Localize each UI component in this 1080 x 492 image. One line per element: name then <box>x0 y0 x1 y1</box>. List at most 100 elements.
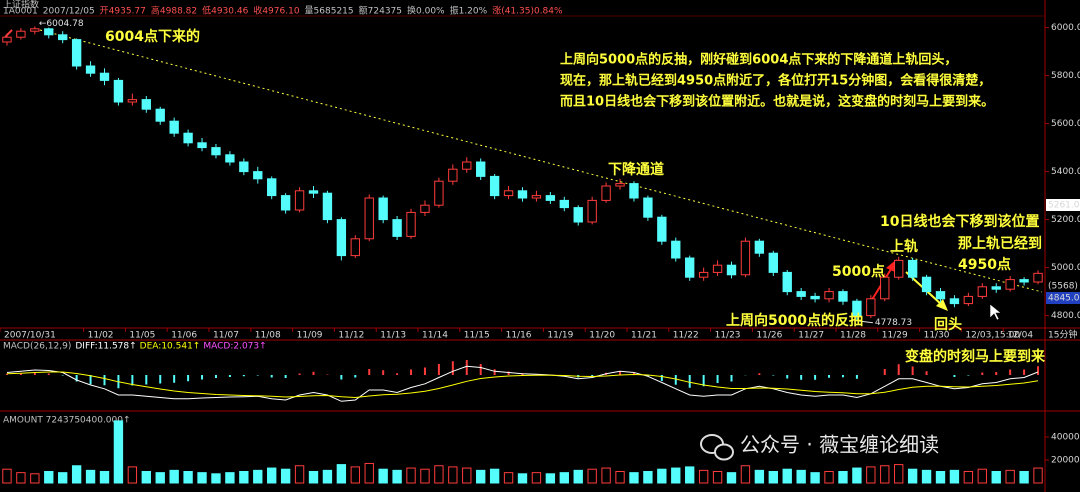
y-tick-label: 6000.0 <box>1051 23 1080 33</box>
candle-body <box>977 286 987 297</box>
volume-bar <box>517 473 528 484</box>
candle-body <box>308 190 319 194</box>
candle-body <box>225 154 235 163</box>
volume-bar <box>364 462 374 484</box>
readout: DIFF:11.578↑ <box>75 342 136 352</box>
volume-bar <box>615 471 625 484</box>
volume-bar <box>44 471 54 484</box>
x-tick-label: 11/08 <box>255 331 281 341</box>
readout: DEA:10.541↑ <box>140 342 201 352</box>
volume-bar <box>197 472 207 484</box>
candle-body <box>253 171 263 180</box>
volume-bar <box>85 469 96 484</box>
annotation: 5000点 <box>832 263 885 280</box>
candle-body <box>671 240 681 259</box>
candle-body <box>169 120 179 134</box>
volume-bar <box>169 469 179 484</box>
annotation: 上周向5000点的反抽 <box>726 312 863 329</box>
header-item: 1A0001 <box>3 7 38 17</box>
annotation: 回头 <box>934 316 962 333</box>
volume-bar <box>796 469 806 484</box>
candle-body <box>448 168 458 182</box>
annotation: 而且10日线也会下移到该位置附近。也就是说，这变盘的时刻马上要到来。 <box>560 94 994 110</box>
x-tick-label: 11/13 <box>380 331 406 341</box>
volume-bar <box>629 472 639 484</box>
x-tick-label: 11/28 <box>840 331 866 341</box>
header-item: 收4976.10 <box>253 5 299 17</box>
x-tick-label: 12/03,15:00 <box>965 331 1020 341</box>
candle-body <box>601 185 611 201</box>
volume-bar <box>392 469 402 484</box>
candle-body <box>350 238 360 257</box>
header-item: 量5685215 <box>305 6 354 17</box>
volume-bar <box>141 471 151 484</box>
volume-bar <box>573 469 583 484</box>
candle-body <box>643 197 653 218</box>
candle-body <box>211 147 221 156</box>
x-tick-label: 11/20 <box>589 331 615 341</box>
x-tick-label: 11/05 <box>129 331 155 341</box>
volume-bar <box>71 465 82 484</box>
volume-bar <box>448 466 458 484</box>
candle-body <box>378 197 388 221</box>
volume-bar <box>921 469 932 484</box>
high-label: ←6004.78 <box>39 19 84 29</box>
mouse-cursor <box>989 303 1002 321</box>
candle-body <box>141 99 151 110</box>
x-tick-label: 11/12 <box>338 331 364 341</box>
annotation: 上轨 <box>890 238 918 255</box>
axis-mark: (5568) <box>1048 282 1078 292</box>
candle-body <box>949 298 960 305</box>
candle-body <box>406 211 416 237</box>
header-item: 2007/12/05 <box>43 7 95 17</box>
volume-bar <box>852 467 862 484</box>
candle-body <box>573 207 583 223</box>
x-tick-label: 11/14 <box>422 331 448 341</box>
candle-body <box>462 161 472 170</box>
candle-body <box>517 190 528 199</box>
axis-box <box>1046 280 1080 292</box>
candle-body <box>267 178 277 197</box>
annotation: 6004点下来的 <box>105 28 200 45</box>
volume-bar <box>406 467 416 484</box>
axis-mark: 4845.00 <box>1048 294 1080 304</box>
period-label: 15分钟 <box>1048 329 1077 341</box>
y-tick-label: 5200.0 <box>1051 215 1080 225</box>
candle-body <box>782 271 792 293</box>
annotation: 变盘的时刻马上要到来 <box>905 348 1046 365</box>
candle-body <box>85 65 96 74</box>
x-tick-label: 11/02 <box>88 331 114 341</box>
candle-body <box>838 291 848 302</box>
annotation: 下降通道 <box>608 161 664 178</box>
candle-body <box>71 39 82 67</box>
candle-body <box>685 257 695 278</box>
volume-bar <box>503 472 514 484</box>
y-tick-label: 4800.0 <box>1051 311 1080 321</box>
volume-bar <box>16 472 26 484</box>
volume-bar <box>1033 467 1043 484</box>
candle-body <box>796 291 806 297</box>
candle-body <box>531 195 542 199</box>
volume-bar <box>712 471 723 484</box>
candle-body <box>712 264 723 273</box>
candle-body <box>16 30 26 38</box>
candle-body <box>935 291 946 300</box>
volume-bar <box>308 471 319 484</box>
x-tick-label: 11/09 <box>297 331 323 341</box>
candle-body <box>852 300 862 317</box>
candle-body <box>740 240 751 276</box>
header-item: 开4935.77 <box>100 6 146 17</box>
candle-body <box>754 240 765 254</box>
volume-bar <box>559 472 569 484</box>
x-tick-label: 11/19 <box>547 331 573 341</box>
candle-body <box>768 252 778 273</box>
volume-bar <box>866 466 876 484</box>
volume-bar <box>935 471 946 484</box>
volume-bar <box>894 464 904 484</box>
volume-bar <box>810 472 820 484</box>
low-pointer <box>856 320 873 324</box>
candle-body <box>183 132 193 144</box>
y-tick-label: 200000 <box>1051 456 1080 466</box>
volume-bar <box>991 471 1001 484</box>
macd-line <box>6 365 1039 402</box>
